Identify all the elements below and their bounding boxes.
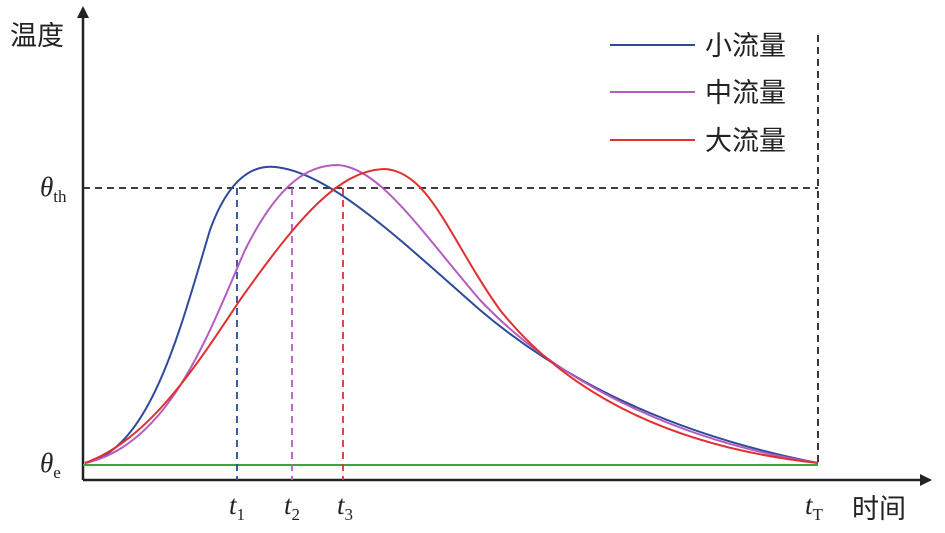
y-axis-label: 温度 [10,21,64,52]
x-mark: tT [805,490,824,524]
x-mark: t1 [229,490,245,524]
curve-medium [84,163,819,464]
legend-label: 小流量 [705,31,786,62]
x-mark: t2 [284,490,300,524]
y-mark: θth [40,172,67,206]
legend-label: 大流量 [705,126,786,157]
legend-label: 中流量 [705,78,786,109]
y-mark: θe [40,448,61,482]
curve-small [84,165,819,464]
x-mark: t3 [337,490,353,524]
x-axis-label: 时间 [852,494,906,525]
curve-large [84,167,819,464]
